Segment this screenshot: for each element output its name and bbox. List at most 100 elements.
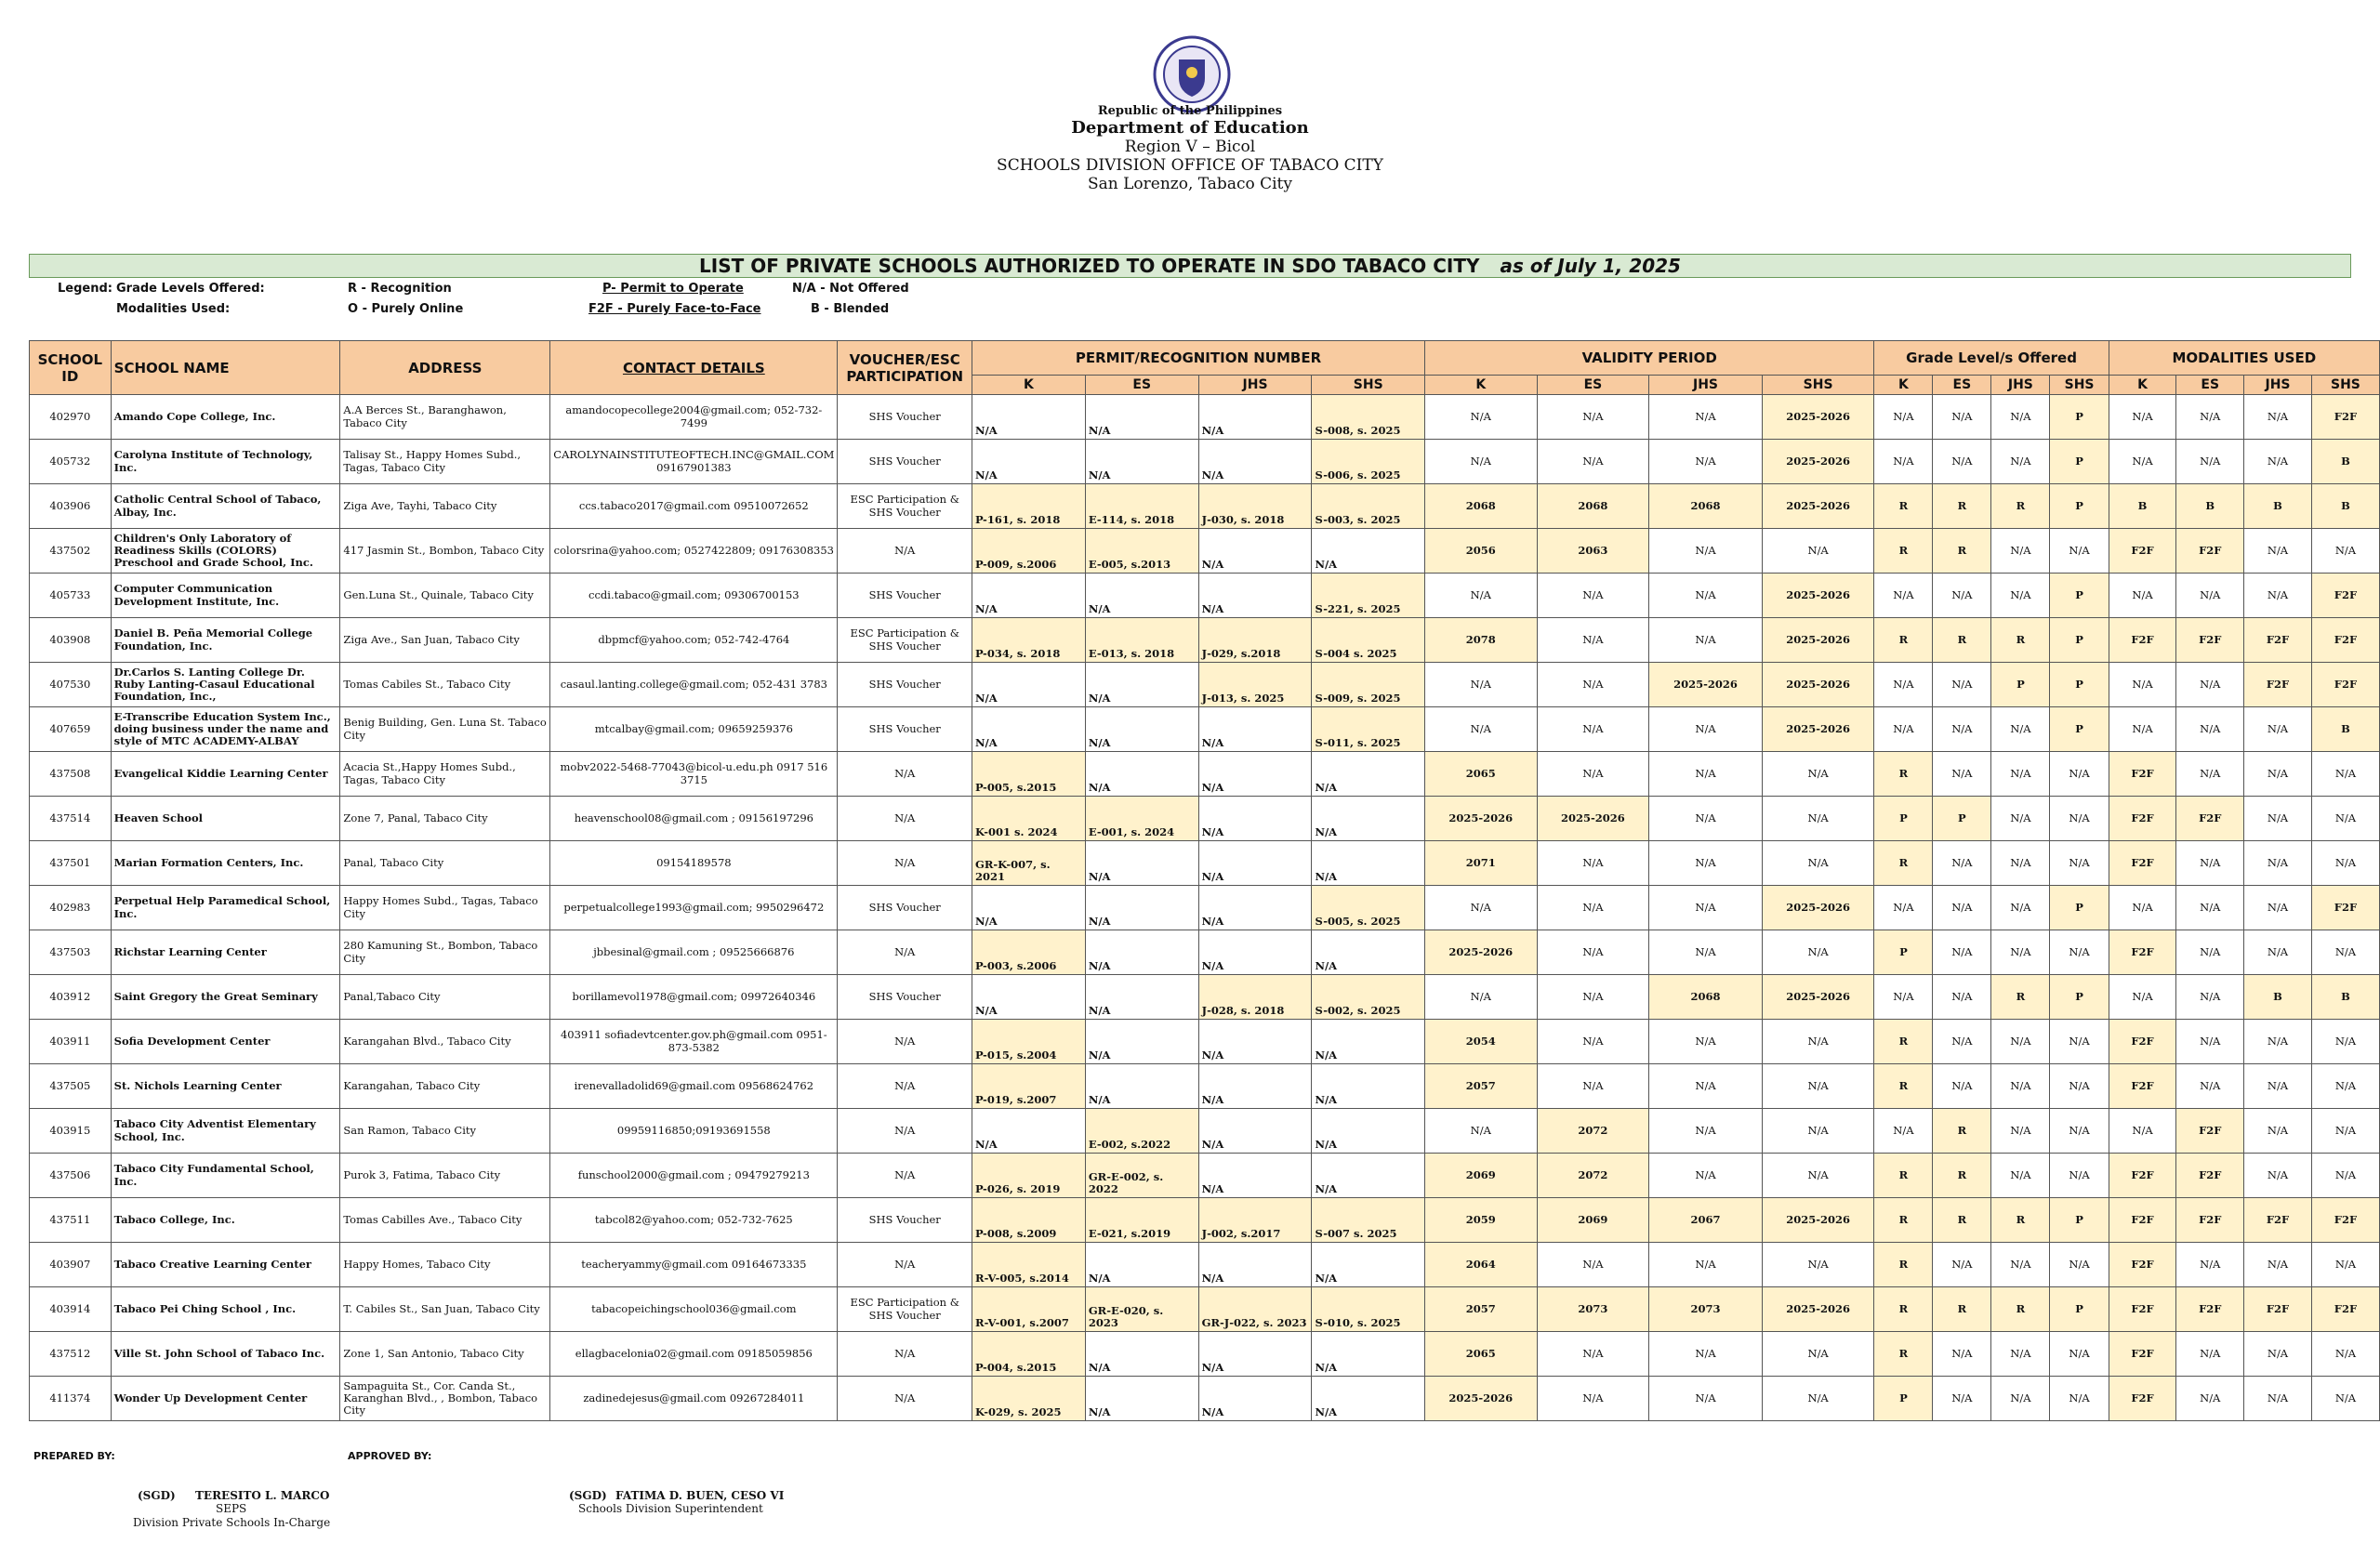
cell: N/A [1932,1242,1992,1287]
cell: 2025-2026 [1761,662,1875,707]
cell: N/A [1423,662,1538,707]
cell: N/A [1311,796,1425,841]
title: LIST OF PRIVATE SCHOOLS AUTHORIZED TO OP… [699,255,1480,277]
cell: F2F [2108,751,2177,797]
cell: R [1873,840,1934,886]
cell: N/A [1932,840,1992,886]
cell: N/A [2243,573,2312,618]
cell: R-V-001, s.2007 [972,1286,1086,1332]
cell: N/A [2310,930,2380,975]
cell: N/A [2310,1108,2380,1154]
cell: S-010, s. 2025 [1311,1286,1425,1332]
column-header: VOUCHER/ESC PARTICIPATION [837,340,973,395]
cell: N/A [1873,974,1934,1020]
cell: N/A [2175,1242,2245,1287]
cell: N/A [972,439,1086,484]
cell: N/A [2108,573,2177,618]
cell: 2065 [1423,751,1538,797]
cell: N/A [2243,751,2312,797]
cell: F2F [2310,394,2380,440]
cell: S-008, s. 2025 [1311,394,1425,440]
cell: R [1932,528,1992,574]
cell: N/A [1536,1242,1650,1287]
cell: Tabaco City Fundamental School, Inc. [110,1153,341,1198]
cell: N/A [1932,662,1992,707]
cell: N/A [1536,394,1650,440]
cell: E-Transcribe Education System Inc., doin… [110,706,341,752]
cell: SHS Voucher [837,662,973,707]
cell: 2078 [1423,617,1538,663]
cell: N/A [1197,1331,1313,1377]
group-header: PERMIT/RECOGNITION NUMBER [972,340,1425,376]
sub-header: JHS [1197,375,1313,395]
cell: N/A [2243,885,2312,930]
cell: 2068 [1536,483,1650,529]
cell: N/A [972,974,1086,1020]
cell: Zone 7, Panal, Tabaco City [339,796,551,841]
cell: N/A [1761,1376,1875,1421]
cell: N/A [1990,930,2051,975]
cell: Heaven School [110,796,341,841]
cell: N/A [1648,1108,1763,1154]
cell: Panal,Tabaco City [339,974,551,1020]
school-row: 437511 Tabaco College, Inc. Tomas Cabilles… [29,1197,2380,1243]
cell: N/A [2310,1063,2380,1109]
school-row: 403915 Tabaco City Adventist Elementary S… [29,1108,2380,1154]
cell: R [1932,1197,1992,1243]
cell: 407659 [29,706,112,752]
title-bar: LIST OF PRIVATE SCHOOLS AUTHORIZED TO OP… [29,254,2351,278]
cell: N/A [1536,1063,1650,1109]
cell: N/A [2243,1376,2312,1421]
cell: N/A [1536,1376,1650,1421]
cell: N/A [2310,1153,2380,1198]
cell: Saint Gregory the Great Seminary [110,974,341,1020]
cell: N/A [2310,796,2380,841]
cell: Children's Only Laboratory of Readiness … [110,528,341,574]
cell: 2072 [1536,1153,1650,1198]
cell: R [1873,1019,1934,1064]
cell: N/A [1932,1019,1992,1064]
sub-header: K [2108,375,2177,395]
cell: SHS Voucher [837,573,973,618]
sub-header: ES [2175,375,2245,395]
cell: S-004 s. 2025 [1311,617,1425,663]
school-row: 405733 Computer Communication Development… [29,573,2380,618]
cell: N/A [1311,930,1425,975]
cell: N/A [1536,573,1650,618]
cell: N/A [1197,796,1313,841]
cell: N/A [2175,439,2245,484]
cell: B [2310,439,2380,484]
cell: Daniel B. Peña Memorial College Foundati… [110,617,341,663]
cell: N/A [2310,1331,2380,1377]
cell: 2068 [1648,483,1763,529]
cell: N/A [1648,1242,1763,1287]
cell: Tomas Cabilles Ave., Tabaco City [339,1197,551,1243]
cell: N/A [837,1331,973,1377]
cell: 2025-2026 [1423,1376,1538,1421]
sgd: (SGD) [569,1489,607,1502]
cell: N/A [1197,573,1313,618]
cell: 437512 [29,1331,112,1377]
cell: R [1873,1286,1934,1332]
legend-item: F2F - Purely Face-to-Face [588,302,761,316]
cell: N/A [2108,1108,2177,1154]
letterhead: Republic of the Philippines Department o… [0,104,2380,193]
cell: N/A [837,796,973,841]
cell: P [2049,706,2109,752]
cell: 437511 [29,1197,112,1243]
cell: 2025-2026 [1761,394,1875,440]
cell: N/A [1197,1376,1313,1421]
cell: R [1873,1063,1934,1109]
cell: R [1873,528,1934,574]
cell: R [1873,1197,1934,1243]
cell: N/A [2310,1242,2380,1287]
cell: N/A [2049,1376,2109,1421]
cell: F2F [2108,1242,2177,1287]
cell: funschool2000@gmail.com ; 09479279213 [549,1153,839,1198]
school-row: 437508 Evangelical Kiddie Learning Center… [29,751,2380,797]
cell: 2056 [1423,528,1538,574]
cell: N/A [1423,439,1538,484]
division-address: San Lorenzo, Tabaco City [1087,175,1292,193]
cell: J-028, s. 2018 [1197,974,1313,1020]
cell: N/A [1197,1153,1313,1198]
